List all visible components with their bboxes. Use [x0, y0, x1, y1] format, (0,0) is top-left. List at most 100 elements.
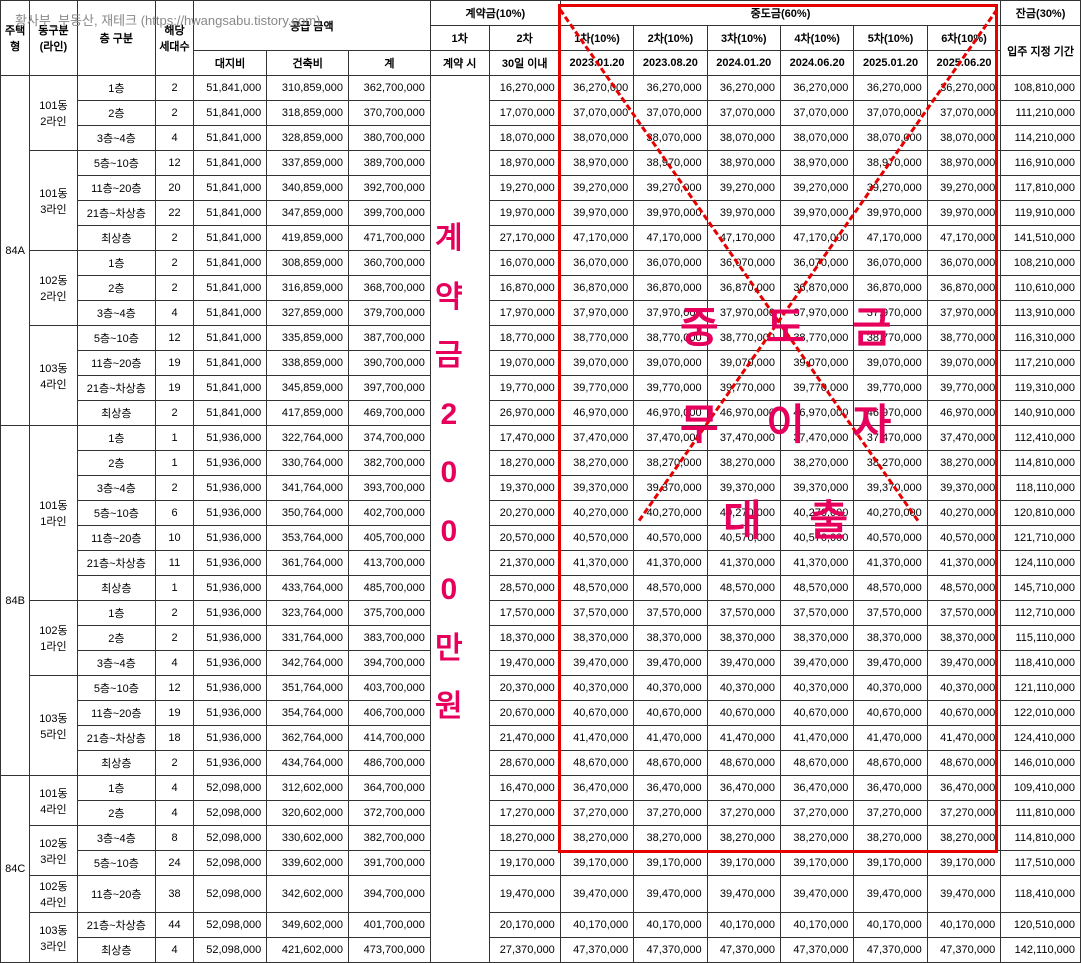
cell-units: 2 — [156, 401, 194, 426]
cell-floor: 2층 — [77, 276, 156, 301]
cell-units: 4 — [156, 938, 194, 963]
table-row: 3층~4층251,936,000341,764,000393,700,00019… — [1, 476, 1081, 501]
cell-build: 337,859,000 — [267, 151, 349, 176]
cell-land: 51,936,000 — [193, 676, 266, 701]
cell-final: 119,910,000 — [1001, 201, 1081, 226]
cell-mid: 40,170,000 — [927, 913, 1000, 938]
cell-mid: 40,670,000 — [780, 701, 853, 726]
cell-floor: 5층~10층 — [77, 326, 156, 351]
cell-mid: 38,270,000 — [707, 451, 780, 476]
cell-mid: 46,970,000 — [854, 401, 927, 426]
cell-floor: 11층~20층 — [77, 701, 156, 726]
cell-mid: 36,870,000 — [634, 276, 707, 301]
cell-build: 419,859,000 — [267, 226, 349, 251]
cell-units: 2 — [156, 251, 194, 276]
cell-floor: 3층~4층 — [77, 126, 156, 151]
cell-mid: 38,070,000 — [707, 126, 780, 151]
cell-mid: 39,770,000 — [707, 376, 780, 401]
cell-floor: 2층 — [77, 801, 156, 826]
table-row: 101동3라인5층~10층1251,841,000337,859,000389,… — [1, 151, 1081, 176]
cell-final: 112,710,000 — [1001, 601, 1081, 626]
cell-mid: 40,570,000 — [560, 526, 633, 551]
cell-mid: 39,470,000 — [854, 876, 927, 913]
cell-floor: 2층 — [77, 101, 156, 126]
cell-build: 341,764,000 — [267, 476, 349, 501]
cell-mid: 40,370,000 — [634, 676, 707, 701]
cell-c2: 20,170,000 — [489, 913, 560, 938]
cell-dong: 102동3라인 — [30, 826, 77, 876]
hdr-build: 건축비 — [267, 51, 349, 76]
cell-build: 322,764,000 — [267, 426, 349, 451]
table-row: 2층251,841,000316,859,000368,700,00016,87… — [1, 276, 1081, 301]
cell-final: 117,810,000 — [1001, 176, 1081, 201]
cell-land: 51,841,000 — [193, 351, 266, 376]
cell-sum: 383,700,000 — [349, 626, 431, 651]
cell-dong: 102동1라인 — [30, 601, 77, 676]
cell-land: 51,936,000 — [193, 451, 266, 476]
cell-mid: 37,470,000 — [560, 426, 633, 451]
cell-land: 51,841,000 — [193, 201, 266, 226]
cell-mid: 36,070,000 — [780, 251, 853, 276]
cell-mid: 40,570,000 — [854, 526, 927, 551]
cell-mid: 37,270,000 — [634, 801, 707, 826]
cell-mid: 40,570,000 — [707, 526, 780, 551]
cell-build: 312,602,000 — [267, 776, 349, 801]
cell-dong: 103동4라인 — [30, 326, 77, 426]
cell-units: 19 — [156, 701, 194, 726]
cell-mid: 36,870,000 — [780, 276, 853, 301]
cell-mid: 48,670,000 — [927, 751, 1000, 776]
cell-build: 362,764,000 — [267, 726, 349, 751]
cell-floor: 1층 — [77, 251, 156, 276]
cell-mid: 40,170,000 — [780, 913, 853, 938]
cell-final: 112,410,000 — [1001, 426, 1081, 451]
cell-c2: 17,070,000 — [489, 101, 560, 126]
cell-mid: 40,270,000 — [707, 501, 780, 526]
table-row: 84B101동1라인1층151,936,000322,764,000374,70… — [1, 426, 1081, 451]
cell-build: 330,602,000 — [267, 826, 349, 851]
cell-final: 117,210,000 — [1001, 351, 1081, 376]
cell-land: 52,098,000 — [193, 826, 266, 851]
hdr-c2: 2차 — [489, 26, 560, 51]
cell-floor: 2층 — [77, 626, 156, 651]
cell-land: 52,098,000 — [193, 801, 266, 826]
hdr-d1: 2023.01.20 — [560, 51, 633, 76]
cell-units: 4 — [156, 776, 194, 801]
table-row: 102동4라인11층~20층3852,098,000342,602,000394… — [1, 876, 1081, 913]
cell-mid: 40,370,000 — [854, 676, 927, 701]
cell-mid: 47,170,000 — [854, 226, 927, 251]
cell-final: 118,410,000 — [1001, 876, 1081, 913]
cell-land: 51,841,000 — [193, 226, 266, 251]
cell-c2: 18,270,000 — [489, 826, 560, 851]
cell-mid: 39,070,000 — [927, 351, 1000, 376]
cell-sum: 405,700,000 — [349, 526, 431, 551]
cell-floor: 21층~차상층 — [77, 376, 156, 401]
cell-c2: 17,270,000 — [489, 801, 560, 826]
cell-mid: 38,370,000 — [854, 626, 927, 651]
cell-units: 4 — [156, 301, 194, 326]
cell-mid: 36,070,000 — [560, 251, 633, 276]
cell-mid: 39,170,000 — [927, 851, 1000, 876]
cell-sum: 469,700,000 — [349, 401, 431, 426]
cell-build: 350,764,000 — [267, 501, 349, 526]
cell-sum: 406,700,000 — [349, 701, 431, 726]
cell-mid: 39,770,000 — [927, 376, 1000, 401]
cell-type: 84A — [1, 76, 30, 426]
hdr-mid: 중도금(60%) — [560, 1, 1000, 26]
cell-sum: 471,700,000 — [349, 226, 431, 251]
cell-mid: 40,670,000 — [707, 701, 780, 726]
cell-mid: 46,970,000 — [560, 401, 633, 426]
cell-land: 52,098,000 — [193, 938, 266, 963]
cell-units: 24 — [156, 851, 194, 876]
cell-sum: 362,700,000 — [349, 76, 431, 101]
cell-sum: 379,700,000 — [349, 301, 431, 326]
cell-sum: 414,700,000 — [349, 726, 431, 751]
cell-sum: 399,700,000 — [349, 201, 431, 226]
cell-mid: 36,270,000 — [854, 76, 927, 101]
cell-build: 345,859,000 — [267, 376, 349, 401]
table-row: 5층~10층2452,098,000339,602,000391,700,000… — [1, 851, 1081, 876]
cell-mid: 39,470,000 — [560, 876, 633, 913]
hdr-type: 주택형 — [1, 1, 30, 76]
cell-mid: 48,570,000 — [780, 576, 853, 601]
hdr-d5: 2025.01.20 — [854, 51, 927, 76]
cell-mid: 38,370,000 — [707, 626, 780, 651]
